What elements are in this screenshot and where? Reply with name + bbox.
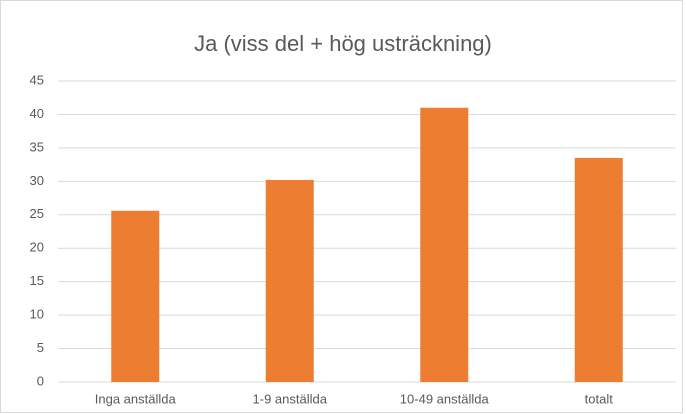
x-tick-label: Inga anställda — [95, 391, 177, 406]
y-tick-label: 0 — [37, 373, 44, 388]
y-tick-label: 45 — [30, 72, 44, 87]
bar — [265, 179, 314, 382]
bar — [111, 210, 160, 382]
y-tick-label: 10 — [30, 307, 44, 322]
y-tick-label: 25 — [30, 206, 44, 221]
y-tick-label: 20 — [30, 240, 44, 255]
x-tick-label: totalt — [585, 391, 614, 406]
y-tick-label: 40 — [30, 106, 44, 121]
bar — [420, 107, 469, 382]
bar — [574, 157, 623, 382]
y-tick-label: 30 — [30, 173, 44, 188]
y-tick-label: 35 — [30, 139, 44, 154]
y-tick-label: 5 — [37, 340, 44, 355]
chart-title: Ja (viss del + hög usträckning) — [194, 31, 492, 56]
y-tick-label: 15 — [30, 273, 44, 288]
x-tick-label: 10-49 anställda — [400, 391, 490, 406]
x-tick-label: 1-9 anställda — [253, 391, 328, 406]
